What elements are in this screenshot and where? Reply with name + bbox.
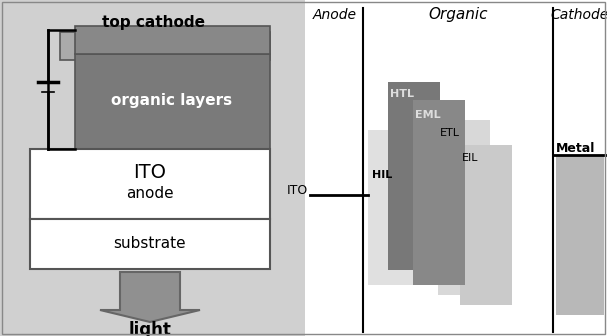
Text: EIL: EIL xyxy=(462,153,478,163)
Text: top cathode: top cathode xyxy=(101,14,205,30)
Bar xyxy=(75,54,270,149)
Text: ETL: ETL xyxy=(440,128,460,138)
Bar xyxy=(368,130,420,285)
Text: HIL: HIL xyxy=(372,170,392,180)
Text: anode: anode xyxy=(126,185,174,201)
Bar xyxy=(75,26,270,54)
Text: light: light xyxy=(129,321,171,336)
Text: ITO: ITO xyxy=(287,183,308,197)
Bar xyxy=(305,0,607,336)
Bar xyxy=(60,32,270,60)
Bar xyxy=(556,155,604,315)
Bar xyxy=(413,100,465,285)
Text: ITO: ITO xyxy=(134,164,166,182)
Text: Cathode: Cathode xyxy=(551,8,607,22)
Text: HTL: HTL xyxy=(390,89,414,99)
Text: substrate: substrate xyxy=(114,237,186,252)
Bar xyxy=(438,120,490,295)
Text: organic layers: organic layers xyxy=(112,93,232,109)
Bar xyxy=(388,82,440,270)
Text: EML: EML xyxy=(415,110,441,120)
Text: Organic: Organic xyxy=(429,7,488,23)
Bar xyxy=(460,145,512,305)
Bar xyxy=(30,149,270,219)
Bar xyxy=(0,0,305,336)
Text: Anode: Anode xyxy=(313,8,357,22)
Polygon shape xyxy=(100,272,200,322)
Text: Metal: Metal xyxy=(556,141,595,155)
Bar xyxy=(30,219,270,269)
